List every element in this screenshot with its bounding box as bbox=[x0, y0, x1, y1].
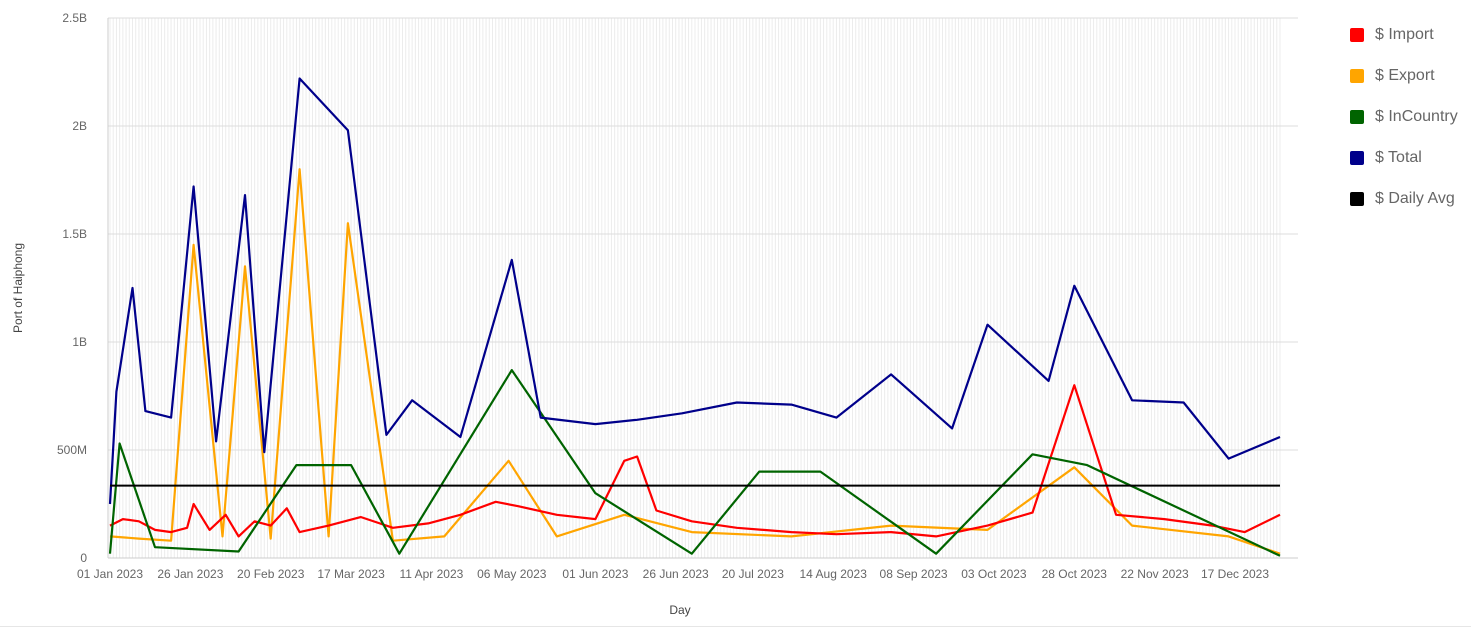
x-tick-label: 06 May 2023 bbox=[477, 567, 547, 581]
x-axis-ticks: 01 Jan 2023 26 Jan 2023 20 Feb 2023 17 Mar … bbox=[77, 567, 1269, 581]
series-line-total bbox=[108, 77, 1281, 505]
series-line-export bbox=[109, 168, 1281, 555]
y-tick-label: 1B bbox=[72, 335, 87, 349]
y-tick-label: 0 bbox=[80, 551, 87, 565]
y-tick-label: 1.5B bbox=[62, 227, 87, 241]
y-axis-title: Port of Haiphong bbox=[11, 243, 25, 333]
legend-item[interactable]: $ Daily Avg bbox=[1350, 178, 1458, 219]
legend-label: $ Daily Avg bbox=[1375, 189, 1455, 207]
y-tick-label: 2.5B bbox=[62, 11, 87, 25]
x-axis-title: Day bbox=[669, 603, 690, 617]
x-tick-label: 26 Jun 2023 bbox=[643, 567, 709, 581]
legend-swatch bbox=[1350, 191, 1364, 206]
x-tick-label: 28 Oct 2023 bbox=[1042, 567, 1108, 581]
legend-swatch bbox=[1350, 109, 1364, 124]
x-tick-label: 26 Jan 2023 bbox=[157, 567, 223, 581]
x-tick-label: 11 Apr 2023 bbox=[400, 567, 464, 581]
x-tick-label: 17 Dec 2023 bbox=[1201, 567, 1269, 581]
x-tick-label: 01 Jan 2023 bbox=[77, 567, 143, 581]
legend-swatch bbox=[1350, 68, 1364, 83]
x-tick-label: 20 Jul 2023 bbox=[722, 567, 784, 581]
y-axis-ticks: 0 500M 1B 1.5B 2B 2.5B bbox=[57, 11, 87, 565]
series-line-incountry bbox=[108, 369, 1281, 557]
x-tick-label: 01 Jun 2023 bbox=[562, 567, 628, 581]
series-layer bbox=[108, 77, 1281, 557]
x-tick-label: 22 Nov 2023 bbox=[1121, 567, 1189, 581]
legend-item[interactable]: $ Export bbox=[1350, 55, 1458, 96]
x-tick-label: 08 Sep 2023 bbox=[880, 567, 948, 581]
x-tick-label: 20 Feb 2023 bbox=[237, 567, 305, 581]
legend-label: $ Export bbox=[1375, 66, 1435, 84]
legend-item[interactable]: $ Import bbox=[1350, 14, 1458, 55]
y-tick-label: 500M bbox=[57, 443, 87, 457]
legend-item[interactable]: $ InCountry bbox=[1350, 96, 1458, 137]
legend-label: $ Import bbox=[1375, 25, 1434, 43]
y-tick-label: 2B bbox=[72, 119, 87, 133]
legend-item[interactable]: $ Total bbox=[1350, 137, 1458, 178]
bottom-divider bbox=[0, 626, 1471, 627]
vertical-gridlines bbox=[109, 18, 1281, 558]
legend-swatch bbox=[1350, 27, 1364, 42]
x-tick-label: 03 Oct 2023 bbox=[961, 567, 1027, 581]
x-tick-label: 17 Mar 2023 bbox=[317, 567, 385, 581]
legend-label: $ Total bbox=[1375, 148, 1422, 166]
legend: $ Import $ Export $ InCountry $ Total $ Dail… bbox=[1350, 14, 1458, 219]
x-tick-label: 14 Aug 2023 bbox=[800, 567, 868, 581]
legend-swatch bbox=[1350, 150, 1364, 165]
series-line-import bbox=[109, 384, 1281, 538]
legend-label: $ InCountry bbox=[1375, 107, 1458, 125]
